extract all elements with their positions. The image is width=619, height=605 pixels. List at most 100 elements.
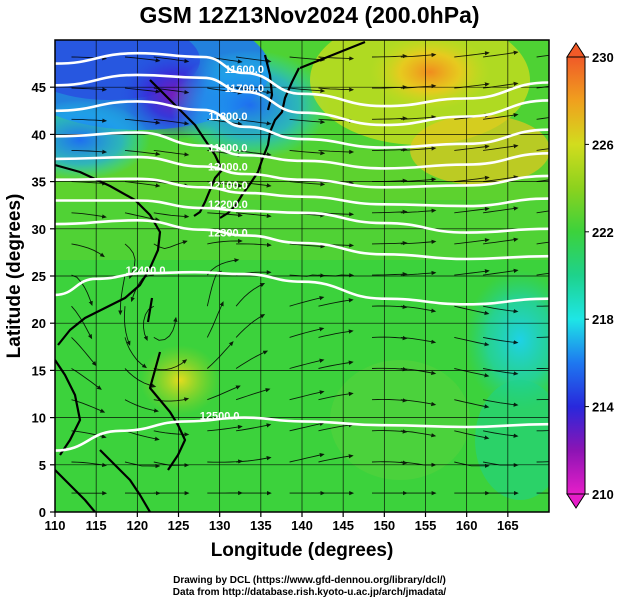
streamline-69 [454, 336, 490, 347]
streamline-92 [400, 270, 437, 276]
streamline-116 [400, 208, 437, 214]
y-tick-label-15: 15 [32, 363, 46, 378]
colorbar-tick-label-210: 210 [592, 487, 614, 502]
streamline-52 [235, 350, 269, 369]
streamline-178 [483, 50, 519, 58]
contour-line-2 [55, 100, 549, 149]
colorbar: 210 214 218 222 226 230 [566, 42, 614, 509]
streamline-55 [371, 367, 408, 372]
x-tick-label-135: 135 [250, 518, 272, 533]
philippines-coast [148, 351, 187, 471]
streamline-142 [483, 144, 519, 151]
x-tick-label-140: 140 [291, 518, 313, 533]
x-tick-label-125: 125 [168, 518, 190, 533]
y-axis-ticks: 0 5 10 15 20 25 30 35 40 45 [32, 80, 55, 520]
streamline-125 [289, 181, 326, 187]
streamline-78 [318, 298, 354, 307]
streamline-43 [371, 398, 408, 403]
russia-coast [149, 79, 223, 171]
streamline-66 [318, 329, 354, 338]
contour-label-9: 12500.0 [200, 410, 240, 422]
streamline-95 [536, 272, 549, 276]
contour-label-0: 11600.0 [225, 64, 264, 76]
streamline-50 [153, 359, 188, 371]
streamline-93 [454, 269, 490, 276]
streamline-85 [118, 275, 126, 316]
streamline-145 [124, 118, 161, 125]
y-tick-label-0: 0 [39, 505, 46, 520]
streamline-139 [372, 147, 408, 152]
streamline-170 [153, 56, 190, 64]
streamline-177 [454, 51, 490, 58]
streamline-130 [483, 175, 519, 183]
contour-label-3: 11900.0 [208, 142, 247, 154]
colorbar-tick-label-222: 222 [592, 225, 614, 240]
contour-label-2: 11800.0 [208, 111, 247, 123]
streamline-29 [289, 421, 325, 432]
streamline-76 [235, 283, 266, 307]
geopotential-contours: 11600.0 11700.0 11800.0 11900.0 12000.0 12100… [55, 51, 549, 452]
streamline-51 [206, 341, 234, 369]
streamline-79 [371, 304, 408, 310]
streamline-119 [536, 210, 549, 214]
streamline-137 [289, 149, 326, 156]
streamline-28 [236, 423, 272, 432]
x-tick-label-130: 130 [209, 518, 231, 533]
colorbar-max-arrow [566, 42, 586, 58]
streamline-104 [400, 239, 437, 245]
streamline-39 [207, 385, 241, 401]
streamline-144 [71, 118, 108, 123]
x-tick-label-110: 110 [45, 518, 66, 533]
contour-label-7: 12300.0 [208, 227, 248, 239]
streamline-41 [289, 390, 325, 401]
y-axis-title: Latitude (degrees) [4, 194, 25, 359]
colorbar-ramp [566, 56, 586, 495]
streamline-154 [483, 112, 519, 120]
streamline-110 [153, 212, 190, 219]
sakhalin-coast [263, 54, 274, 111]
y-tick-label-20: 20 [32, 316, 46, 331]
streamline-91 [371, 272, 408, 277]
streamline-112 [236, 212, 272, 219]
streamline-105 [454, 238, 490, 245]
streamline-18 [318, 454, 354, 463]
streamline-143 [536, 148, 549, 151]
streamline-54 [318, 360, 354, 369]
streamline-35 [536, 430, 549, 432]
x-tick-label-160: 160 [456, 518, 478, 533]
streamline-172 [236, 56, 272, 64]
colorbar-tick-label-214: 214 [592, 400, 614, 415]
streamline-80 [400, 305, 437, 313]
china-coast [55, 163, 162, 346]
streamline-133 [124, 149, 161, 156]
streamline-57 [454, 368, 490, 378]
streamline-25 [124, 430, 160, 441]
contour-line-1 [55, 73, 549, 127]
contour-line-8 [55, 270, 549, 306]
streamline-71 [536, 336, 549, 338]
streamline-121 [124, 181, 161, 188]
streamline-140 [400, 146, 437, 151]
streamline-27 [207, 424, 243, 432]
streamline-42 [318, 391, 354, 401]
contour-label-6: 12200.0 [208, 199, 248, 211]
streamline-40 [235, 388, 271, 401]
y-tick-label-5: 5 [39, 458, 46, 473]
streamline-13 [124, 461, 161, 469]
y-tick-label-40: 40 [32, 127, 46, 142]
contour-line-5 [55, 177, 549, 208]
streamline-32 [400, 430, 437, 438]
streamline-132 [71, 149, 108, 154]
streamline-59 [536, 367, 549, 369]
streamline-34 [483, 430, 519, 438]
y-tick-label-10: 10 [32, 411, 46, 426]
y-tick-label-45: 45 [32, 80, 46, 95]
streamline-45 [454, 399, 490, 409]
streamline-162 [318, 87, 355, 92]
streamline-64 [235, 314, 266, 338]
streamline-176 [400, 52, 437, 58]
streamline-101 [289, 243, 326, 249]
streamline-156 [71, 87, 108, 92]
streamline-63 [206, 301, 224, 338]
streamline-141 [454, 144, 490, 151]
